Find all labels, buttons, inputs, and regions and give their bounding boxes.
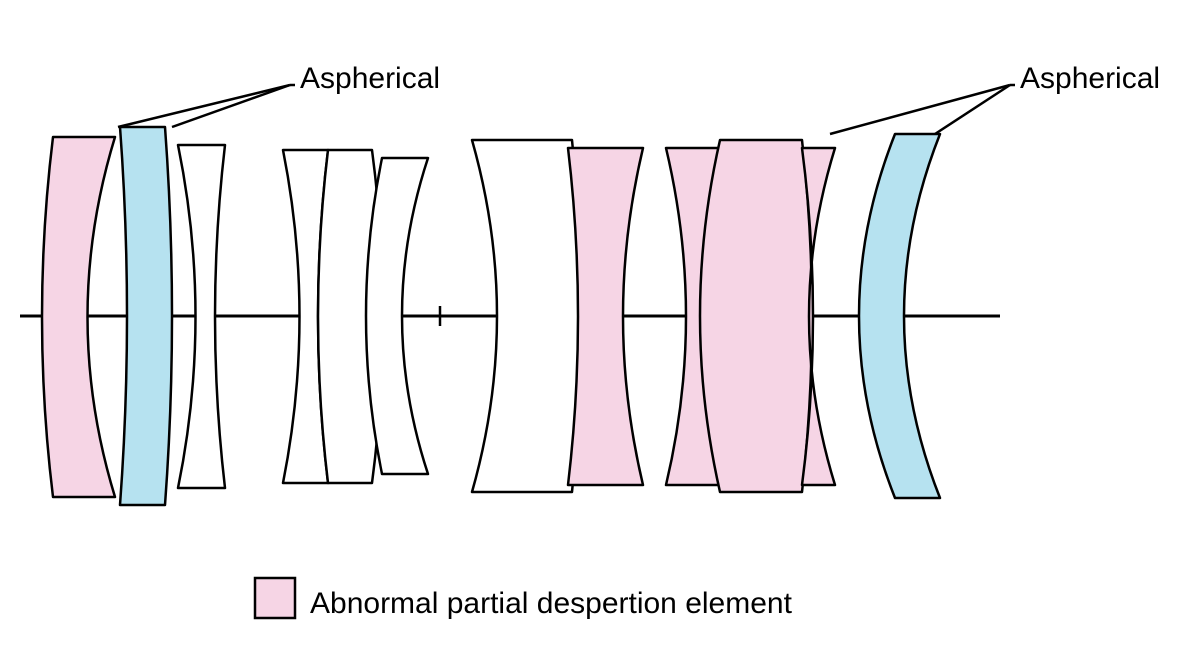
label-aspherical-left: Aspherical	[300, 62, 440, 95]
label-aspherical-right: Aspherical	[1020, 62, 1160, 95]
lens-diagram: Aspherical Aspherical Abnormal partial des…	[0, 0, 1200, 663]
lens-10-pink	[700, 140, 812, 492]
lens-2-blue	[120, 127, 172, 505]
legend-swatch	[255, 578, 295, 618]
label-legend: Abnormal partial despertion element	[310, 587, 793, 620]
